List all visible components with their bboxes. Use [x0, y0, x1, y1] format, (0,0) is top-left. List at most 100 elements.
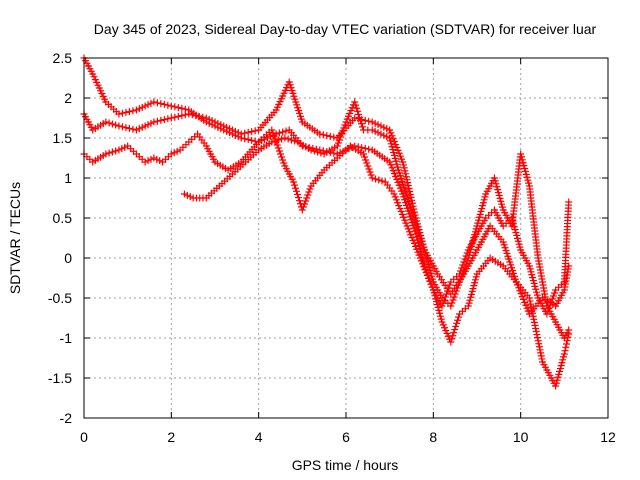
data-point: [455, 313, 463, 321]
data-point: [561, 347, 569, 355]
grid-lines: [84, 58, 608, 418]
data-point: [535, 340, 543, 348]
data-point: [339, 127, 347, 135]
data-point: [279, 128, 287, 136]
data-point: [454, 316, 462, 324]
data-point: [532, 324, 540, 332]
y-tick-label: 0: [64, 250, 72, 266]
x-tick-label: 12: [600, 429, 616, 445]
data-point: [404, 179, 412, 187]
data-point: [244, 136, 252, 144]
data-point: [275, 129, 283, 137]
data-point: [181, 111, 189, 119]
data-point: [564, 333, 572, 341]
data-point: [363, 159, 371, 167]
data-point: [167, 114, 175, 122]
data-point: [537, 349, 545, 357]
data-point: [354, 107, 362, 115]
data-point: [319, 131, 327, 139]
data-point: [340, 124, 348, 132]
data-point: [538, 355, 546, 363]
data-point: [367, 171, 375, 179]
data-point: [452, 322, 460, 330]
x-tick-label: 8: [429, 429, 437, 445]
data-point: [448, 335, 456, 343]
data-point: [150, 98, 158, 106]
data-point: [536, 346, 544, 354]
data-point: [270, 132, 278, 140]
y-tick-label: 1.5: [53, 130, 73, 146]
data-point: [287, 136, 295, 144]
data-point: [129, 107, 137, 115]
data-point: [366, 168, 374, 176]
data-point: [157, 100, 165, 108]
y-tick-label: 2.5: [53, 50, 73, 66]
data-point: [351, 98, 359, 106]
data-point: [438, 302, 446, 310]
data-point: [306, 185, 314, 193]
data-point: [164, 101, 172, 109]
data-point: [563, 340, 571, 348]
data-point: [105, 149, 113, 157]
data-point: [535, 343, 543, 351]
data-point: [371, 175, 379, 183]
data-point: [330, 149, 338, 157]
data-point: [402, 170, 410, 178]
data-point: [192, 112, 200, 120]
data-point: [291, 181, 299, 189]
data-point: [449, 296, 457, 304]
data-point: [199, 113, 207, 121]
data-point: [549, 292, 557, 300]
data-point: [530, 318, 538, 326]
data-point: [530, 315, 538, 323]
data-points: [80, 54, 573, 390]
data-point: [527, 300, 535, 308]
data-point: [402, 173, 410, 181]
data-point: [447, 302, 455, 310]
data-point: [188, 111, 196, 119]
data-point: [358, 144, 366, 152]
data-point: [115, 122, 123, 130]
data-point: [122, 124, 130, 132]
data-point: [282, 127, 290, 135]
axis-ticks: [83, 57, 609, 419]
data-point: [298, 206, 306, 214]
data-point: [314, 148, 322, 156]
data-point: [171, 103, 179, 111]
data-point: [565, 330, 573, 338]
series-track-d: [180, 98, 573, 318]
data-point: [293, 190, 301, 198]
data-point: [278, 153, 286, 161]
data-point: [171, 113, 179, 121]
y-tick-label: -1: [60, 330, 73, 346]
data-point: [323, 132, 331, 140]
data-point: [291, 137, 299, 145]
data-point: [102, 118, 110, 126]
data-point: [525, 294, 533, 302]
data-point: [153, 99, 161, 107]
x-tick-label: 4: [255, 429, 263, 445]
y-tick-label: 0.5: [53, 210, 73, 226]
data-point: [450, 329, 458, 337]
data-point: [251, 137, 259, 145]
data-point: [274, 144, 282, 152]
data-point: [326, 132, 334, 140]
series-track-a: [80, 54, 573, 318]
data-point: [562, 343, 570, 351]
data-point: [534, 334, 542, 342]
data-point: [284, 135, 292, 143]
data-point: [404, 182, 412, 190]
data-point: [167, 102, 175, 110]
data-point: [305, 188, 313, 196]
data-point: [532, 328, 540, 336]
data-point: [406, 187, 414, 195]
data-point: [248, 128, 256, 136]
data-point: [302, 197, 310, 205]
data-point: [251, 127, 259, 135]
x-tick-label: 6: [342, 429, 350, 445]
series-track-b: [80, 78, 573, 342]
data-point: [352, 101, 360, 109]
data-point: [399, 161, 407, 169]
y-axis-label: SDTVAR / TECUs: [7, 182, 23, 294]
data-point: [279, 156, 287, 164]
